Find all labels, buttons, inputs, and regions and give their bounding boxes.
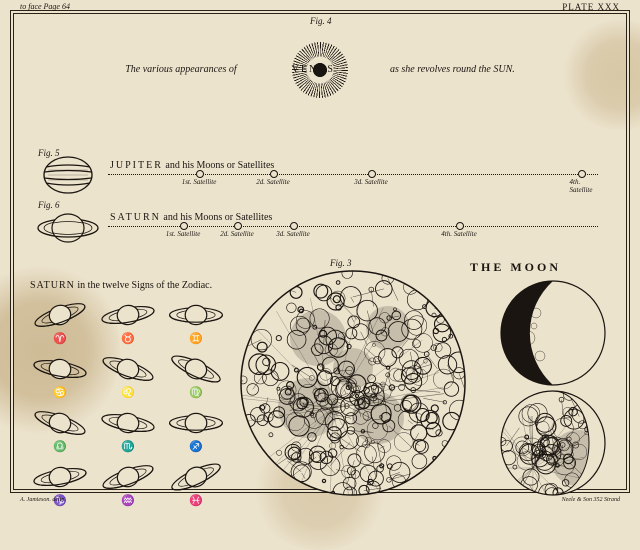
satellite-point	[368, 170, 376, 178]
engraver-credit-right: Neele & Son 352 Strand	[562, 497, 620, 503]
fig4-label: Fig. 4	[310, 16, 332, 26]
satellite-point	[234, 222, 242, 230]
satellite-label: 2d. Satellite	[220, 230, 253, 238]
jupiter-icon	[38, 156, 98, 194]
zodiac-symbol: ♏	[98, 440, 158, 453]
zodiac-symbol: ♊	[166, 332, 226, 345]
satellite-label: 4th. Satellite	[441, 230, 476, 238]
satellite-point	[196, 170, 204, 178]
satellite-point	[180, 222, 188, 230]
satellite-label: 3d. Satellite	[354, 178, 387, 186]
moon-full-fig3	[238, 268, 468, 498]
zodiac-section: SATURN in the twelve Signs of the Zodiac…	[30, 280, 230, 509]
zodiac-cell: ♓	[166, 459, 226, 509]
saturn-title-rest: and his Moons or Satellites	[161, 212, 272, 223]
jupiter-name: JUPITER	[110, 160, 163, 171]
satellite-label: 4th. Satellite	[570, 178, 593, 194]
zodiac-cell: ♎	[30, 405, 90, 455]
plate-number: PLATE XXX	[562, 2, 620, 12]
satellite-point	[270, 170, 278, 178]
zodiac-title: SATURN in the twelve Signs of the Zodiac…	[30, 280, 230, 291]
satellite-label: 1st. Satellite	[182, 178, 217, 186]
satellite-point	[456, 222, 464, 230]
zodiac-cell: ♐	[166, 405, 226, 455]
jupiter-title: JUPITER and his Moons or Satellites	[110, 160, 274, 171]
moon-title: THE MOON	[470, 260, 561, 275]
moon-crescent-fig1	[498, 278, 608, 388]
satellite-label: 3d. Satellite	[276, 230, 309, 238]
zodiac-symbol: ♍	[166, 386, 226, 399]
zodiac-symbol: ♈	[30, 332, 90, 345]
zodiac-cell: ♍	[166, 351, 226, 401]
zodiac-symbol: ♋	[30, 386, 90, 399]
zodiac-cell: ♉	[98, 297, 158, 347]
zodiac-symbol: ♌	[98, 386, 158, 399]
satellite-label: 2d. Satellite	[256, 178, 289, 186]
zodiac-title-prefix: SATURN	[30, 280, 75, 291]
saturn-name: SATURN	[110, 212, 161, 223]
engraver-credit-left: A. Jamieson. delin.	[20, 497, 66, 503]
page-reference: to face Page 64	[20, 2, 70, 11]
zodiac-cell: ♒	[98, 459, 158, 509]
venus-phases-diagram: The various appearances of VENUS as she …	[40, 30, 600, 140]
jupiter-orbit-line	[108, 174, 598, 175]
zodiac-cell: ♏	[98, 405, 158, 455]
satellite-point	[578, 170, 586, 178]
zodiac-symbol: ♐	[166, 440, 226, 453]
saturn-title: SATURN and his Moons or Satellites	[110, 212, 272, 223]
zodiac-symbol: ♒	[98, 494, 158, 507]
zodiac-cell: ♈	[30, 297, 90, 347]
venus-arc-svg	[40, 30, 600, 140]
satellite-point	[290, 222, 298, 230]
zodiac-cell: ♊	[166, 297, 226, 347]
saturn-icon	[35, 208, 101, 248]
satellite-label: 1st. Satellite	[166, 230, 201, 238]
zodiac-cell: ♋	[30, 351, 90, 401]
jupiter-title-rest: and his Moons or Satellites	[163, 160, 274, 171]
zodiac-symbol: ♓	[166, 494, 226, 507]
jupiter-row: JUPITER and his Moons or Satellites 1st.…	[38, 156, 598, 196]
zodiac-symbol: ♎	[30, 440, 90, 453]
zodiac-cell: ♌	[98, 351, 158, 401]
fig3-label: Fig. 3	[330, 258, 352, 268]
moon-gibbous-fig2	[498, 388, 608, 498]
zodiac-symbol: ♉	[98, 332, 158, 345]
zodiac-title-rest: in the twelve Signs of the Zodiac.	[75, 280, 212, 291]
saturn-row: SATURN and his Moons or Satellites 1st. …	[38, 208, 598, 248]
